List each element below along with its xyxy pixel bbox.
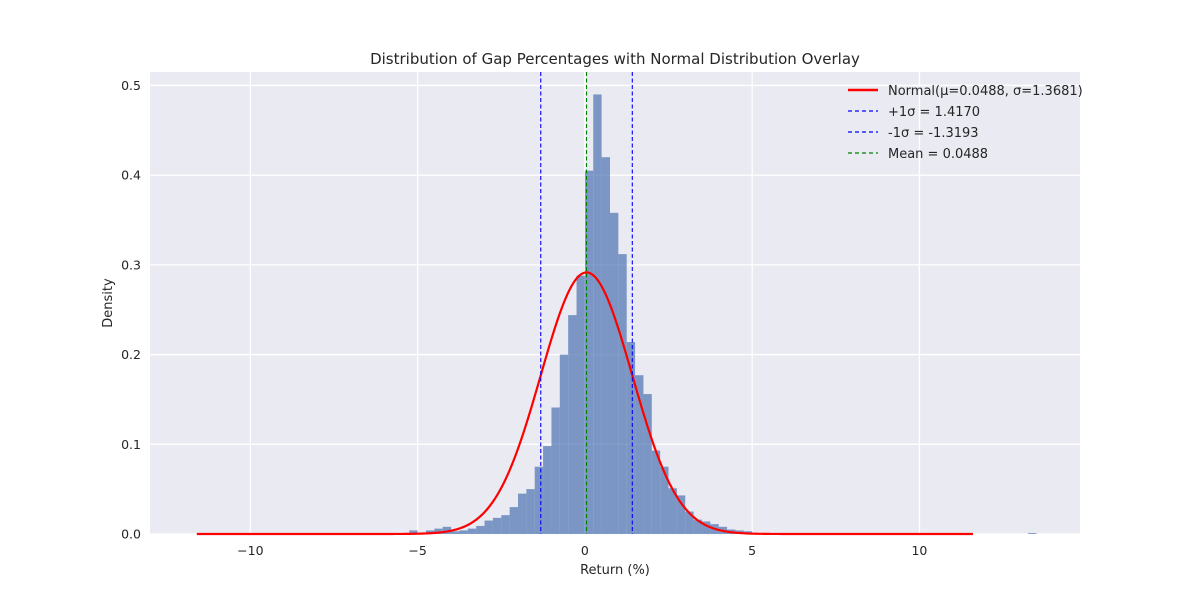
histogram-bar <box>509 507 518 534</box>
y-tick-label: 0.4 <box>121 168 141 183</box>
histogram-bar <box>409 530 418 534</box>
y-tick-label: 0.2 <box>121 347 141 362</box>
histogram-bar <box>668 488 677 534</box>
histogram-bar <box>526 489 535 534</box>
histogram-bar <box>459 530 468 534</box>
histogram-bar <box>660 466 669 534</box>
legend-label-plus-sigma: +1σ = 1.4170 <box>888 105 980 120</box>
histogram-bar <box>559 354 569 534</box>
histogram-bar <box>484 520 493 534</box>
x-tick-label: 0 <box>581 543 589 558</box>
histogram-bar <box>701 521 711 534</box>
histogram-bar <box>676 495 686 534</box>
histogram-bar <box>501 515 510 534</box>
y-axis-label: Density <box>101 278 116 328</box>
histogram-bar <box>584 170 594 534</box>
histogram-bar <box>451 531 460 534</box>
overlay-lines <box>196 72 973 536</box>
legend-label-normal: Normal(μ=0.0488, σ=1.3681) <box>888 84 1083 99</box>
histogram-bars <box>308 94 1037 534</box>
histogram-bar <box>1028 533 1037 534</box>
histogram-bar <box>434 528 443 534</box>
y-tick-label: 0.5 <box>121 78 141 93</box>
histogram-bar <box>568 315 577 534</box>
x-tick-label: 10 <box>911 543 927 558</box>
axis-ticks: −10 −5 0 5 10 0.0 0.1 0.2 0.3 0.4 0.5 <box>121 78 927 558</box>
histogram-bar <box>543 446 552 534</box>
histogram-bar <box>492 517 502 534</box>
histogram-bar <box>534 466 544 534</box>
histogram-bar <box>693 519 702 534</box>
histogram-bar <box>643 394 652 534</box>
x-axis-label: Return (%) <box>580 563 650 578</box>
y-tick-label: 0.3 <box>121 257 141 272</box>
chart-title: Distribution of Gap Percentages with Nor… <box>370 50 860 68</box>
histogram-bar <box>551 407 560 534</box>
histogram-bar <box>517 493 527 534</box>
histogram-bar <box>476 525 485 534</box>
histogram-bar <box>626 342 636 534</box>
x-tick-label: 5 <box>748 543 756 558</box>
y-tick-label: 0.0 <box>121 527 141 542</box>
histogram-bar <box>635 375 644 534</box>
histogram-bar <box>685 511 694 534</box>
x-tick-label: −10 <box>237 543 263 558</box>
histogram-bar <box>651 450 661 534</box>
y-tick-label: 0.1 <box>121 437 141 452</box>
legend-label-minus-sigma: -1σ = -1.3193 <box>888 126 979 141</box>
histogram-bar <box>618 254 627 534</box>
histogram-bar <box>593 94 602 534</box>
histogram-bar <box>467 528 477 534</box>
legend-label-mean: Mean = 0.0488 <box>888 147 988 162</box>
x-tick-label: −5 <box>408 543 426 558</box>
histogram-bar <box>609 212 619 534</box>
legend: Normal(μ=0.0488, σ=1.3681) +1σ = 1.4170 … <box>848 84 1083 162</box>
histogram-bar <box>601 157 610 534</box>
histogram-bar <box>576 275 585 534</box>
normal-curve-line <box>196 271 973 536</box>
